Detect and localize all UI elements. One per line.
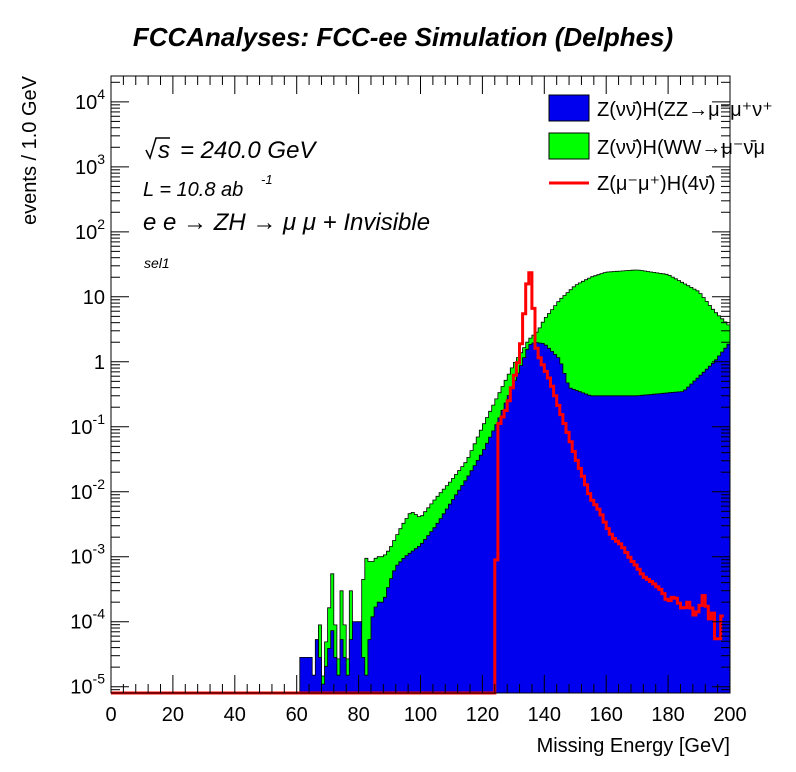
y-tick-label: 10-1 [70, 411, 105, 439]
legend-swatch-ww [548, 132, 590, 160]
luminosity-exponent: -1 [261, 172, 273, 187]
y-axis-label: events / 1.0 GeV [19, 75, 41, 225]
process-label: e e → ZH → μ μ + Invisible [143, 209, 430, 236]
y-tick-base: 10 [75, 157, 97, 179]
y-tick-base: 1 [94, 352, 105, 374]
y-tick-base: 10 [75, 222, 97, 244]
x-tick-label: 20 [162, 704, 184, 726]
luminosity-label: L = 10.8 ab [143, 179, 243, 201]
y-tick-base: 10 [75, 92, 97, 114]
x-tick-label: 40 [224, 704, 246, 726]
y-tick-base: 10 [70, 677, 92, 699]
x-tick-label: 120 [466, 704, 499, 726]
y-tick-label: 103 [75, 151, 105, 179]
y-tick-base: 10 [83, 287, 105, 309]
y-tick-base: 10 [70, 547, 92, 569]
sqrt-s-value: = 240.0 GeV [180, 137, 317, 164]
x-tick-labels: 0 20 40 60 80 100 120 140 160 180 200 [105, 704, 746, 726]
y-tick-label: 10-3 [70, 541, 105, 569]
y-tick-exponent: -3 [93, 541, 106, 557]
y-tick-exponent: -5 [93, 671, 106, 687]
legend-label-ww: Z(νν̄)H(WW→μ⁻ν̄μ [597, 137, 765, 159]
legend: Z(νν̄)H(ZZ→μ⁻μ⁺ν⁺ Z(νν̄)H(WW→μ⁻ν̄μ Z(μ⁻μ… [548, 94, 773, 195]
y-tick-exponent: 2 [97, 216, 105, 232]
sqrt-symbol [145, 137, 170, 161]
x-tick-label: 180 [651, 704, 684, 726]
y-tick-label: 10-5 [70, 671, 105, 699]
x-tick-label: 0 [105, 704, 116, 726]
x-axis-label: Missing Energy [GeV] [537, 735, 730, 757]
legend-swatch-zz [548, 94, 590, 122]
selection-label: sel1 [144, 255, 170, 271]
x-tick-label: 160 [590, 704, 623, 726]
x-tick-label: 60 [286, 704, 308, 726]
y-tick-base: 10 [70, 612, 92, 634]
y-tick-label: 1 [94, 352, 105, 374]
y-tick-exponent: -4 [93, 606, 106, 622]
y-tick-label: 10-4 [70, 606, 105, 634]
y-tick-label: 10-2 [70, 476, 105, 504]
x-tick-label: 100 [404, 704, 437, 726]
legend-label-4nu: Z(μ⁻μ⁺)H(4ν̄) [597, 173, 716, 195]
series-layer [111, 269, 731, 695]
chart-title: FCCAnalyses: FCC-ee Simulation (Delphes) [133, 22, 673, 52]
y-tick-label: 10 [83, 287, 105, 309]
legend-label-zz: Z(νν̄)H(ZZ→μ⁻μ⁺ν⁺ [597, 99, 773, 121]
y-tick-exponent: 4 [97, 86, 105, 102]
y-tick-label: 104 [75, 86, 105, 114]
y-tick-exponent: -2 [93, 476, 106, 492]
y-tick-exponent: -1 [93, 411, 106, 427]
y-tick-base: 10 [70, 417, 92, 439]
x-tick-label: 80 [347, 704, 369, 726]
x-tick-label: 140 [528, 704, 561, 726]
annotations: s = 240.0 GeV L = 10.8 ab -1 e e → ZH → … [143, 137, 430, 271]
y-tick-exponent: 3 [97, 151, 105, 167]
ticks-layer [110, 76, 731, 694]
y-tick-base: 10 [70, 482, 92, 504]
y-tick-label: 102 [75, 216, 105, 244]
sqrt-s-letter: s [158, 137, 170, 164]
x-tick-label: 200 [713, 704, 746, 726]
